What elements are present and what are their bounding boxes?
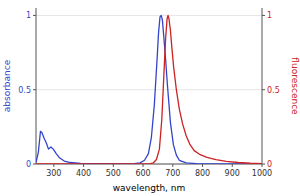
x-tick: [232, 164, 233, 167]
x-tick: [202, 164, 203, 167]
y-tick: [33, 89, 36, 90]
series-line: [36, 15, 262, 164]
series-line: [36, 15, 262, 163]
grid: [36, 15, 262, 164]
x-tick: [113, 164, 114, 167]
x-tick-label: 900: [225, 169, 240, 178]
y-axis-label: absorbance: [2, 59, 12, 112]
y2-axis-line: [262, 8, 263, 164]
x-tick-label: 300: [46, 169, 61, 178]
y2-tick: [262, 164, 265, 165]
plot-area: [36, 15, 262, 164]
x-tick-label: 1000: [252, 169, 272, 178]
x-tick: [53, 164, 54, 167]
x-tick-label: 600: [135, 169, 150, 178]
axes: 300400500600700800900100000.5100.51: [18, 8, 279, 178]
x-tick-label: 700: [165, 169, 180, 178]
y2-tick-label: 0.5: [267, 86, 280, 95]
chart: 300400500600700800900100000.5100.51wavel…: [0, 0, 300, 196]
x-tick: [172, 164, 173, 167]
y2-tick-label: 1: [267, 11, 272, 20]
y2-tick: [262, 89, 265, 90]
x-tick: [83, 164, 84, 167]
y-axis-line: [36, 8, 37, 164]
y-tick: [33, 164, 36, 165]
y-tick: [33, 15, 36, 16]
x-tick: [143, 164, 144, 167]
y2-axis-label: fluorescence: [290, 57, 300, 115]
y-tick-label: 0.5: [18, 86, 31, 95]
y2-tick-label: 0: [267, 160, 272, 169]
x-axis-label: wavelength, nm: [113, 183, 186, 193]
y-tick-label: 0: [26, 160, 31, 169]
x-tick-label: 800: [195, 169, 210, 178]
grid-line: [36, 15, 262, 16]
x-tick-label: 400: [76, 169, 91, 178]
x-tick-label: 500: [106, 169, 121, 178]
y2-tick: [262, 15, 265, 16]
grid-line: [36, 89, 262, 90]
y-tick-label: 1: [26, 11, 31, 20]
